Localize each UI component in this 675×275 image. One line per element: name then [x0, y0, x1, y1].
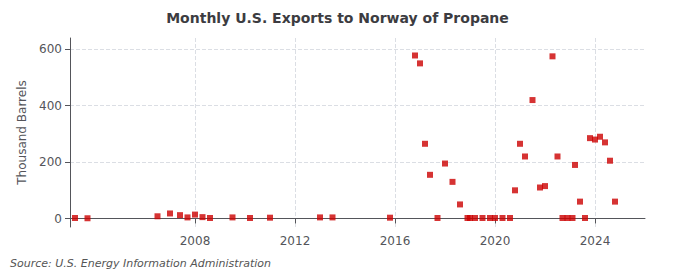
- svg-text:Thousand Barrels: Thousand Barrels: [15, 80, 29, 185]
- svg-text:2024: 2024: [580, 234, 611, 248]
- svg-text:600: 600: [39, 42, 62, 56]
- svg-text:200: 200: [39, 155, 62, 169]
- svg-text:2012: 2012: [280, 234, 311, 248]
- svg-text:2016: 2016: [380, 234, 411, 248]
- svg-text:Source: U.S. Energy Informatio: Source: U.S. Energy Information Administ…: [10, 257, 271, 270]
- svg-text:2008: 2008: [180, 234, 211, 248]
- svg-text:Monthly U.S. Exports to Norway: Monthly U.S. Exports to Norway of Propan…: [166, 10, 509, 26]
- svg-text:2020: 2020: [480, 234, 511, 248]
- svg-text:0: 0: [54, 212, 62, 226]
- svg-text:400: 400: [39, 99, 62, 113]
